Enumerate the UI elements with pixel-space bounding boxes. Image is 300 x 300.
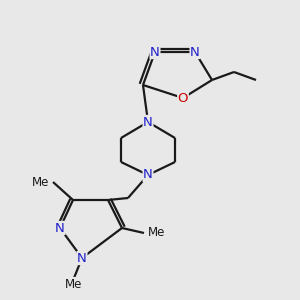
Text: N: N (77, 251, 87, 265)
Text: N: N (55, 221, 65, 235)
Text: O: O (178, 92, 188, 104)
Text: Me: Me (65, 278, 83, 290)
Text: N: N (143, 169, 153, 182)
Text: Me: Me (148, 226, 165, 239)
Text: Me: Me (32, 176, 49, 188)
Text: N: N (190, 46, 200, 59)
Text: N: N (143, 116, 153, 128)
Text: N: N (150, 46, 160, 59)
